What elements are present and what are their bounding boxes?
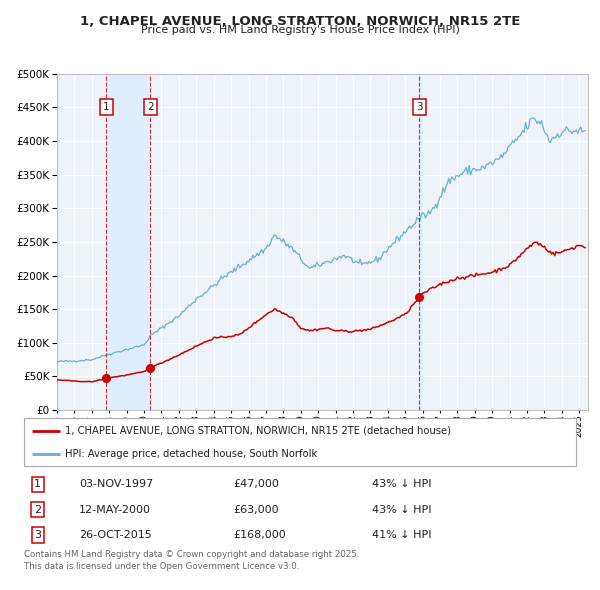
Text: 1: 1	[34, 480, 41, 489]
Text: Price paid vs. HM Land Registry's House Price Index (HPI): Price paid vs. HM Land Registry's House …	[140, 25, 460, 35]
Text: 12-MAY-2000: 12-MAY-2000	[79, 504, 151, 514]
Text: 2: 2	[147, 103, 154, 112]
Text: 2: 2	[34, 504, 41, 514]
Text: 3: 3	[34, 530, 41, 540]
FancyBboxPatch shape	[24, 418, 576, 466]
Text: HPI: Average price, detached house, South Norfolk: HPI: Average price, detached house, Sout…	[65, 449, 317, 459]
Text: 43% ↓ HPI: 43% ↓ HPI	[372, 480, 431, 489]
Text: 1, CHAPEL AVENUE, LONG STRATTON, NORWICH, NR15 2TE (detached house): 1, CHAPEL AVENUE, LONG STRATTON, NORWICH…	[65, 426, 451, 436]
Text: 41% ↓ HPI: 41% ↓ HPI	[372, 530, 431, 540]
Text: £47,000: £47,000	[234, 480, 280, 489]
Text: 1: 1	[103, 103, 110, 112]
Text: Contains HM Land Registry data © Crown copyright and database right 2025.
This d: Contains HM Land Registry data © Crown c…	[24, 550, 359, 571]
Text: £63,000: £63,000	[234, 504, 280, 514]
Bar	[419, 74, 422, 410]
Text: 26-OCT-2015: 26-OCT-2015	[79, 530, 152, 540]
Text: 1, CHAPEL AVENUE, LONG STRATTON, NORWICH, NR15 2TE: 1, CHAPEL AVENUE, LONG STRATTON, NORWICH…	[80, 15, 520, 28]
Text: 43% ↓ HPI: 43% ↓ HPI	[372, 504, 431, 514]
Text: £168,000: £168,000	[234, 530, 287, 540]
Text: 03-NOV-1997: 03-NOV-1997	[79, 480, 154, 489]
Bar	[106, 74, 151, 410]
Text: 3: 3	[416, 103, 423, 112]
